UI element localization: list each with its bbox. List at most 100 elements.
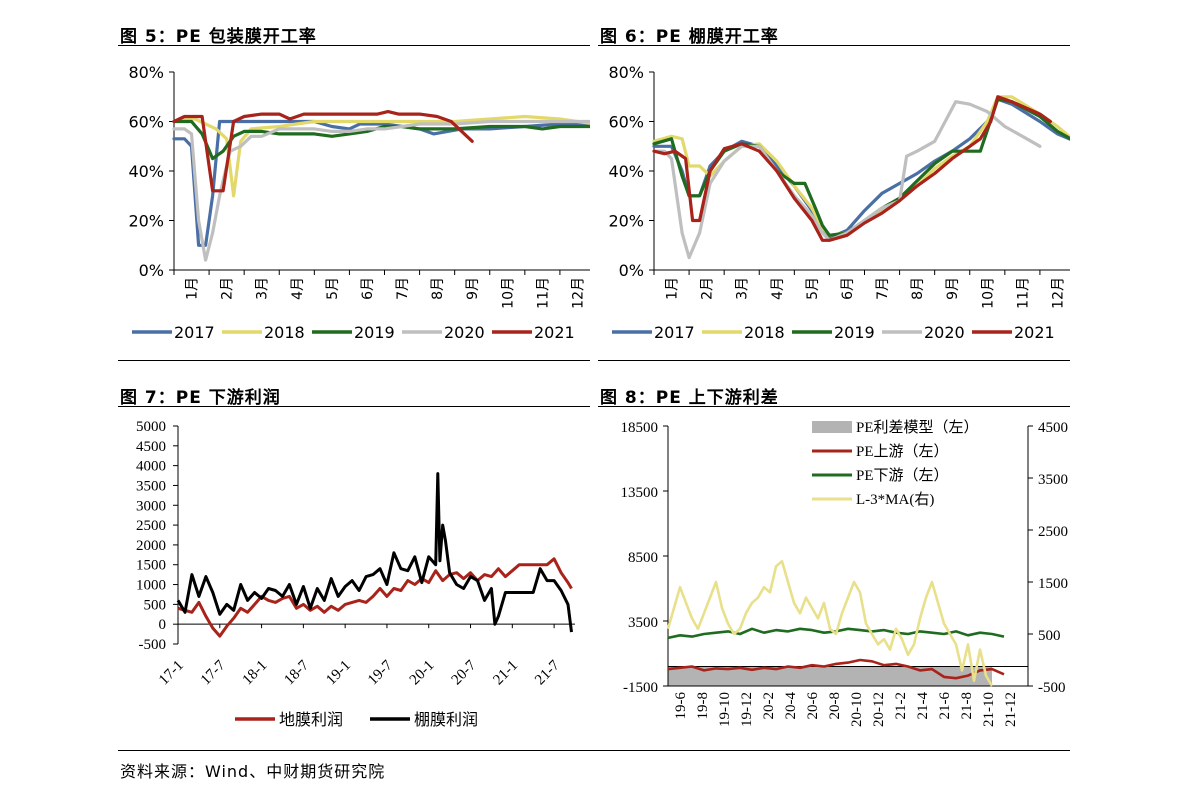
x-tick-label: 20-1	[407, 658, 438, 689]
legend-label-PE下游（左）: PE下游（左）	[856, 467, 949, 484]
legend-label-2019: 2019	[354, 323, 395, 342]
y-tick-label-right: 1500	[1038, 576, 1068, 592]
series-line-地膜利润	[177, 557, 573, 638]
x-tick-label: 2月	[700, 277, 716, 300]
x-tick-label: 8月	[910, 277, 926, 300]
legend-label-2018: 2018	[264, 323, 305, 342]
x-tick-label: 18-1	[240, 658, 271, 689]
x-tick-label: 20-6	[805, 692, 821, 720]
y-tick-label: 0	[159, 617, 167, 633]
rule-top-right	[598, 45, 1070, 46]
x-tick-label: 21-12	[1003, 692, 1019, 727]
x-tick-label: 21-10	[981, 692, 997, 727]
x-tick-label: 20-4	[783, 692, 799, 720]
x-tick-label: 17-7	[198, 657, 229, 688]
x-tick-label: 19-8	[695, 692, 711, 720]
chart-pe-greenhouse-film: 0% 20% 40% 60% 80% 1月 2月 3月 4月 5月 6月 7月 8月 9月 10月 11月 12…	[608, 63, 1070, 342]
x-tick-label: 3月	[255, 277, 271, 300]
x-tick-label: 19-7	[365, 657, 396, 688]
rule-mid2-left	[118, 406, 590, 407]
y-tick-label-left: -1500	[623, 680, 658, 696]
x-tick-label: 3月	[735, 277, 751, 300]
legend-label-2020: 2020	[444, 323, 485, 342]
legend-label-2019: 2019	[834, 323, 875, 342]
legend-label-2021: 2021	[1014, 323, 1055, 342]
series-line-2021	[172, 110, 474, 193]
y-tick-label: 80%	[608, 63, 644, 82]
x-tick-label: 7月	[875, 277, 891, 300]
y-tick-label-right: 500	[1038, 628, 1061, 644]
x-tick-label: 6月	[840, 277, 856, 300]
x-tick-label: 17-1	[156, 658, 187, 689]
legend-label-2017: 2017	[174, 323, 215, 342]
panel-title-6: 图 6：PE 棚膜开工率	[600, 27, 779, 47]
x-tick-label: 11月	[535, 277, 551, 309]
y-tick-label: 20%	[608, 212, 644, 231]
source-note: 资料来源：Wind、中财期货研究院	[120, 762, 386, 781]
y-tick-label-right: 2500	[1038, 524, 1068, 540]
x-tick-label: 1月	[185, 277, 201, 300]
panel-title-8: 图 8：PE 上下游利差	[600, 388, 779, 408]
y-tick-label: -500	[139, 637, 167, 653]
y-tick-label-left: 18500	[621, 420, 659, 436]
y-tick-label: 0%	[619, 261, 644, 280]
series-line-L-3*MA(右)	[666, 559, 994, 687]
x-tick-label: 5月	[805, 277, 821, 300]
y-tick-label-right: -500	[1038, 680, 1066, 696]
x-tick-label: 21-1	[490, 658, 521, 689]
legend-swatch-PE利差模型（左）	[812, 421, 852, 433]
legend-label-L-3*MA(右): L-3*MA(右)	[856, 491, 934, 508]
panel-title-5: 图 5：PE 包装膜开工率	[120, 27, 317, 47]
y-tick-label: 40%	[608, 162, 644, 181]
x-tick-label: 6月	[360, 277, 376, 300]
series-line-2020	[172, 119, 590, 262]
x-tick-label: 21-4	[915, 692, 931, 720]
y-tick-label: 2500	[136, 518, 166, 534]
y-tick-label: 80%	[128, 63, 164, 82]
legend-label-2017: 2017	[654, 323, 695, 342]
x-tick-label: 10月	[980, 277, 996, 309]
y-tick-label: 3000	[136, 498, 166, 514]
rule-mid-left	[118, 360, 590, 361]
x-tick-label: 19-6	[673, 692, 689, 720]
y-tick-label: 2000	[136, 538, 166, 554]
x-tick-label: 9月	[945, 277, 961, 300]
y-tick-label-left: 8500	[628, 550, 658, 566]
x-tick-label: 2月	[220, 277, 236, 300]
legend-label-PE利差模型（左）: PE利差模型（左）	[856, 419, 979, 436]
x-tick-label: 20-10	[849, 692, 865, 727]
y-tick-label-left: 13500	[621, 485, 659, 501]
rule-bottom	[118, 750, 1070, 751]
x-tick-label: 19-10	[717, 692, 733, 727]
x-tick-label: 9月	[465, 277, 481, 300]
chart-pe-spread: -1500 3500 8500 13500 18500 -500 500 1500 2500 35…	[621, 419, 1069, 727]
series-line-2019	[172, 119, 590, 161]
y-tick-label: 4000	[136, 459, 166, 475]
y-tick-label: 500	[144, 597, 167, 613]
x-tick-label: 1月	[665, 277, 681, 300]
y-tick-label: 5000	[136, 419, 166, 435]
x-tick-label: 5月	[325, 277, 341, 300]
y-tick-label: 40%	[128, 162, 164, 181]
x-tick-label: 20-12	[871, 692, 887, 727]
y-tick-label-right: 3500	[1038, 472, 1068, 488]
y-tick-label: 0%	[139, 261, 164, 280]
y-tick-label: 60%	[128, 113, 164, 132]
x-tick-label: 21-8	[959, 692, 975, 720]
y-tick-label: 1000	[136, 578, 166, 594]
legend-label-地膜利润: 地膜利润	[279, 711, 343, 729]
x-tick-label: 4月	[770, 277, 786, 300]
x-tick-label: 21-6	[937, 692, 953, 720]
x-tick-label: 20-2	[761, 692, 777, 720]
y-tick-label: 4500	[136, 439, 166, 455]
chart-pe-downstream-profit: -500 0 500 1000 1500 2000 2500 3000 3500 4000 4500…	[136, 419, 575, 729]
legend-label-PE上游（左）: PE上游（左）	[856, 443, 949, 460]
x-tick-label: 10月	[500, 277, 516, 309]
x-tick-label: 8月	[430, 277, 446, 300]
x-tick-label: 20-7	[449, 657, 480, 688]
series-line-PE上游（左）	[667, 658, 1005, 680]
y-tick-label-right: 4500	[1038, 420, 1068, 436]
x-tick-label: 21-7	[532, 657, 563, 688]
x-tick-label: 21-2	[893, 692, 909, 720]
y-tick-label: 20%	[128, 212, 164, 231]
